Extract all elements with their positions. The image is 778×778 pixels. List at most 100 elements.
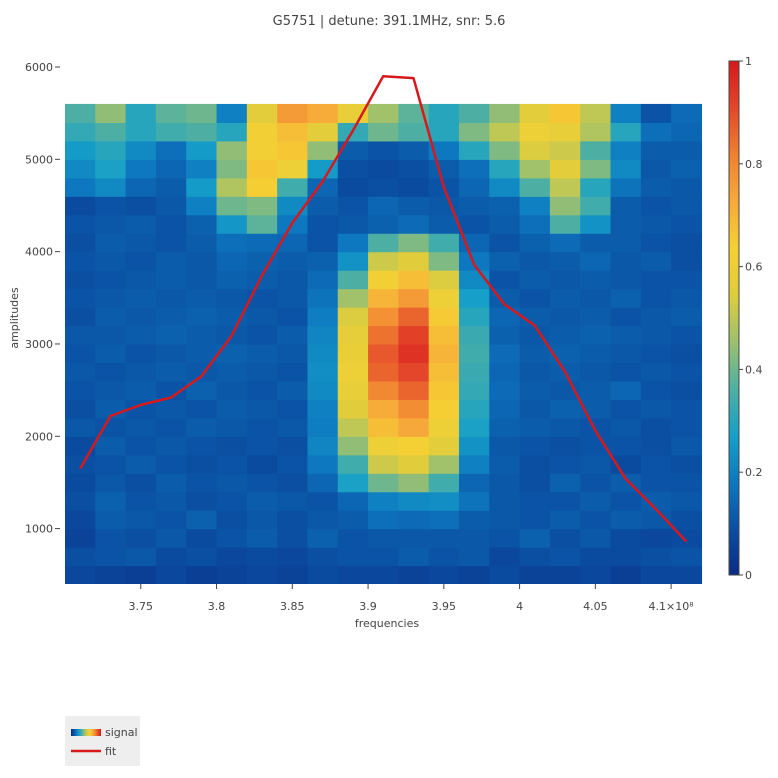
heatmap-cell (65, 251, 96, 271)
heatmap-cell (489, 343, 521, 364)
heatmap-cell (368, 417, 399, 437)
x-tick-label: 4.05 (583, 600, 608, 613)
heatmap-cell (95, 251, 127, 271)
heatmap-cell (519, 547, 551, 567)
heatmap-cell (610, 288, 642, 308)
heatmap-cell (428, 362, 460, 382)
heatmap-cell (307, 417, 339, 437)
heatmap-cell (368, 528, 399, 548)
heatmap-cell (489, 325, 521, 345)
heatmap-cell (216, 103, 248, 123)
heatmap-cell (428, 565, 460, 584)
heatmap-cell (549, 288, 581, 308)
heatmap-cell (580, 343, 612, 364)
heatmap-cell (519, 122, 551, 142)
heatmap-cell (640, 417, 672, 437)
heatmap-cell (549, 214, 581, 234)
heatmap-cell (125, 159, 157, 179)
heatmap-cell (337, 454, 369, 474)
heatmap-cell (610, 436, 642, 456)
heatmap-cell (65, 270, 96, 290)
heatmap-cell (519, 343, 551, 364)
heatmap-cell (368, 103, 399, 123)
heatmap-cell (580, 251, 612, 271)
heatmap-cell (216, 159, 248, 179)
heatmap-cell (95, 510, 127, 530)
heatmap-cell (65, 417, 96, 437)
heatmap-cell (489, 510, 521, 530)
heatmap-cell (155, 528, 187, 548)
heatmap-cell (640, 307, 672, 327)
heatmap-cell (368, 196, 399, 216)
heatmap-cell (277, 491, 309, 511)
heatmap-cell (640, 159, 672, 179)
heatmap-cell (95, 380, 127, 400)
heatmap-cell (277, 122, 309, 142)
heatmap-cell (428, 140, 460, 160)
heatmap-cell (610, 270, 642, 290)
heatmap-cell (155, 140, 187, 160)
heatmap-cell (155, 159, 187, 179)
heatmap-cell (640, 177, 672, 197)
heatmap-cell (155, 436, 187, 456)
heatmap-cell (95, 307, 127, 327)
heatmap-cell (549, 399, 581, 419)
heatmap-cell (610, 528, 642, 548)
heatmap-cell (671, 362, 703, 382)
heatmap-cell (307, 233, 339, 253)
heatmap-cell (398, 362, 430, 382)
heatmap-cell (246, 251, 278, 271)
heatmap-cell (155, 288, 187, 308)
colorbar-tick-label: 0.8 (745, 158, 763, 171)
heatmap-cell (125, 325, 157, 345)
heatmap-cell (216, 233, 248, 253)
heatmap-cell (337, 159, 369, 179)
heatmap-cell (125, 177, 157, 197)
heatmap-cell (671, 547, 703, 567)
heatmap-cell (186, 177, 218, 197)
heatmap-cell (428, 325, 460, 345)
heatmap-cell (186, 417, 218, 437)
heatmap-cell (640, 103, 672, 123)
heatmap-cell (458, 399, 490, 419)
heatmap-cell (216, 362, 248, 382)
heatmap-cell (580, 214, 612, 234)
heatmap-cell (65, 103, 96, 123)
heatmap-cell (458, 288, 490, 308)
heatmap-cell (65, 454, 96, 474)
heatmap-cell (277, 362, 309, 382)
heatmap-cell (186, 436, 218, 456)
heatmap-cell (580, 547, 612, 567)
heatmap-cell (519, 565, 551, 584)
heatmap-cell (246, 436, 278, 456)
heatmap-cell (549, 473, 581, 493)
heatmap-cell (398, 270, 430, 290)
x-axis: 3.75 3.8 3.85 3.9 3.95 4 4.05 4.1×10⁸ (129, 584, 694, 613)
heatmap-cell (65, 380, 96, 400)
heatmap-cell (246, 510, 278, 530)
heatmap-cell (216, 491, 248, 511)
heatmap-cell (186, 362, 218, 382)
heatmap-cell (307, 288, 339, 308)
heatmap-cell (519, 380, 551, 400)
heatmap-cell (368, 177, 399, 197)
legend: signal fit (65, 716, 140, 766)
heatmap-cell (458, 122, 490, 142)
heatmap-cell (337, 380, 369, 400)
heatmap-cell (125, 343, 157, 364)
legend-fit-label: fit (105, 745, 117, 758)
heatmap-cell (155, 491, 187, 511)
heatmap-cell (216, 454, 248, 474)
heatmap-cell (337, 473, 369, 493)
heatmap-cell (671, 196, 703, 216)
heatmap-cell (368, 473, 399, 493)
heatmap-cell (640, 565, 672, 584)
heatmap-cell (95, 122, 127, 142)
heatmap-cell (610, 233, 642, 253)
heatmap-cell (671, 491, 703, 511)
heatmap-cell (246, 380, 278, 400)
fit-line (79, 74, 688, 543)
heatmap-cell (155, 473, 187, 493)
heatmap-cell (549, 417, 581, 437)
heatmap-cell (549, 122, 581, 142)
